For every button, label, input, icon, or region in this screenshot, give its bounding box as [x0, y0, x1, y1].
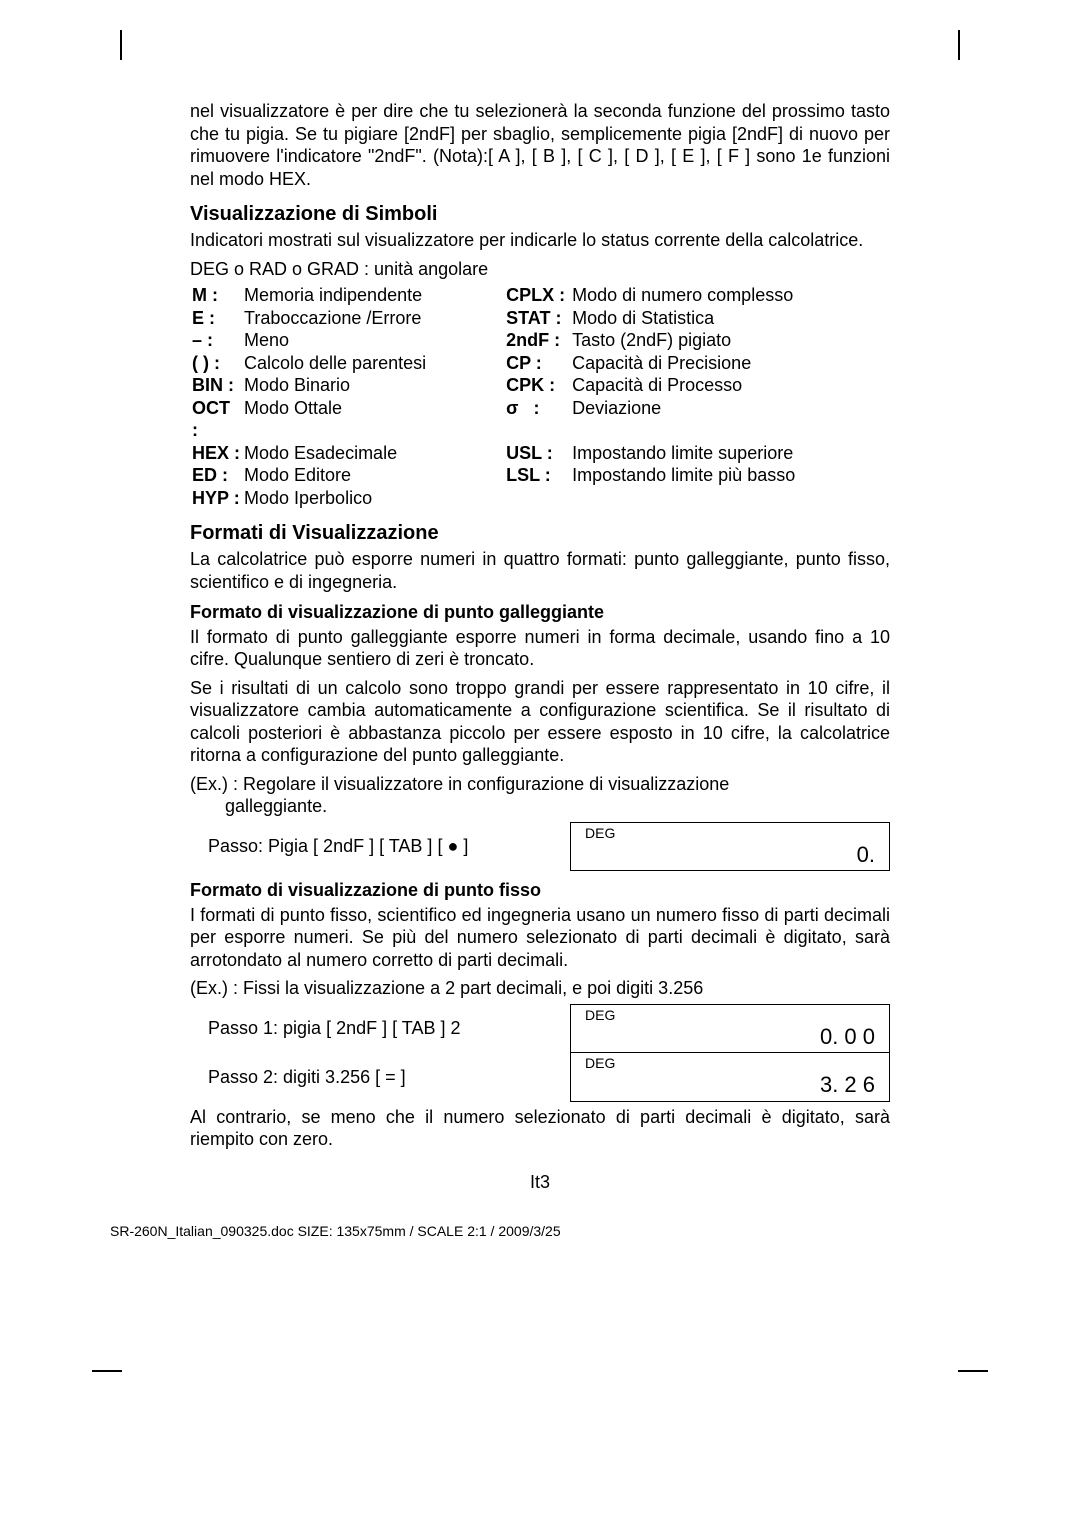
step-row-float: Passo: Pigia [ 2ndF ] [ TAB ] [ ● ] DEG …	[190, 822, 890, 872]
float-step: Passo: Pigia [ 2ndF ] [ TAB ] [ ● ]	[190, 835, 570, 858]
lcd-value: 0.	[571, 841, 889, 871]
step-row-1: Passo 1: pigia [ 2ndF ] [ TAB ] 2 DEG 0.…	[190, 1004, 890, 1053]
lcd-display-2b: DEG 3. 2 6	[570, 1052, 890, 1102]
float-p1: Il formato di punto galleggiante esporre…	[190, 626, 890, 671]
crop-mark	[958, 30, 960, 60]
fisso-p2: Al contrario, se meno che il numero sele…	[190, 1106, 890, 1151]
fisso-step2: Passo 2: digiti 3.256 [ = ]	[190, 1066, 570, 1089]
footer-meta: SR-260N_Italian_090325.doc SIZE: 135x75m…	[110, 1223, 1060, 1239]
heading-simboli: Visualizzazione di Simboli	[190, 202, 890, 227]
lcd-display-1: DEG 0.	[570, 822, 890, 872]
heading-formati: Formati di Visualizzazione	[190, 521, 890, 546]
crop-mark	[958, 1370, 988, 1372]
fisso-step1: Passo 1: pigia [ 2ndF ] [ TAB ] 2	[190, 1017, 570, 1040]
deg-line: DEG o RAD o GRAD : unità angolare	[190, 258, 890, 281]
float-ex-line1: (Ex.) : Regolare il visualizzatore in co…	[190, 773, 890, 796]
fisso-p1: I formati di punto fisso, scientifico ed…	[190, 904, 890, 972]
float-ex-line2: galleggiante.	[190, 795, 890, 818]
document-page: nel visualizzatore è per dire che tu sel…	[190, 100, 890, 1193]
page-number: It3	[190, 1171, 890, 1194]
float-p2: Se i risultati di un calcolo sono troppo…	[190, 677, 890, 767]
lcd-value: 3. 2 6	[571, 1071, 889, 1101]
crop-mark	[120, 30, 122, 60]
crop-mark	[92, 1370, 122, 1372]
heading-float: Formato di visualizzazione di punto gall…	[190, 601, 890, 624]
formati-intro: La calcolatrice può esporre numeri in qu…	[190, 548, 890, 593]
lcd-value: 0. 0 0	[571, 1023, 889, 1053]
lcd-annun: DEG	[571, 823, 889, 841]
simboli-intro: Indicatori mostrati sul visualizzatore p…	[190, 229, 890, 252]
fisso-ex: (Ex.) : Fissi la visualizzazione a 2 par…	[190, 977, 890, 1000]
lcd-display-2a: DEG 0. 0 0	[570, 1004, 890, 1053]
step-row-2: Passo 2: digiti 3.256 [ = ] DEG 3. 2 6	[190, 1052, 890, 1102]
lcd-annun: DEG	[571, 1005, 889, 1023]
lcd-annun: DEG	[571, 1053, 889, 1071]
indicator-table: M :Memoria indipendente CPLX :Modo di nu…	[190, 284, 890, 509]
heading-fisso: Formato di visualizzazione di punto fiss…	[190, 879, 890, 902]
intro-paragraph: nel visualizzatore è per dire che tu sel…	[190, 100, 890, 190]
